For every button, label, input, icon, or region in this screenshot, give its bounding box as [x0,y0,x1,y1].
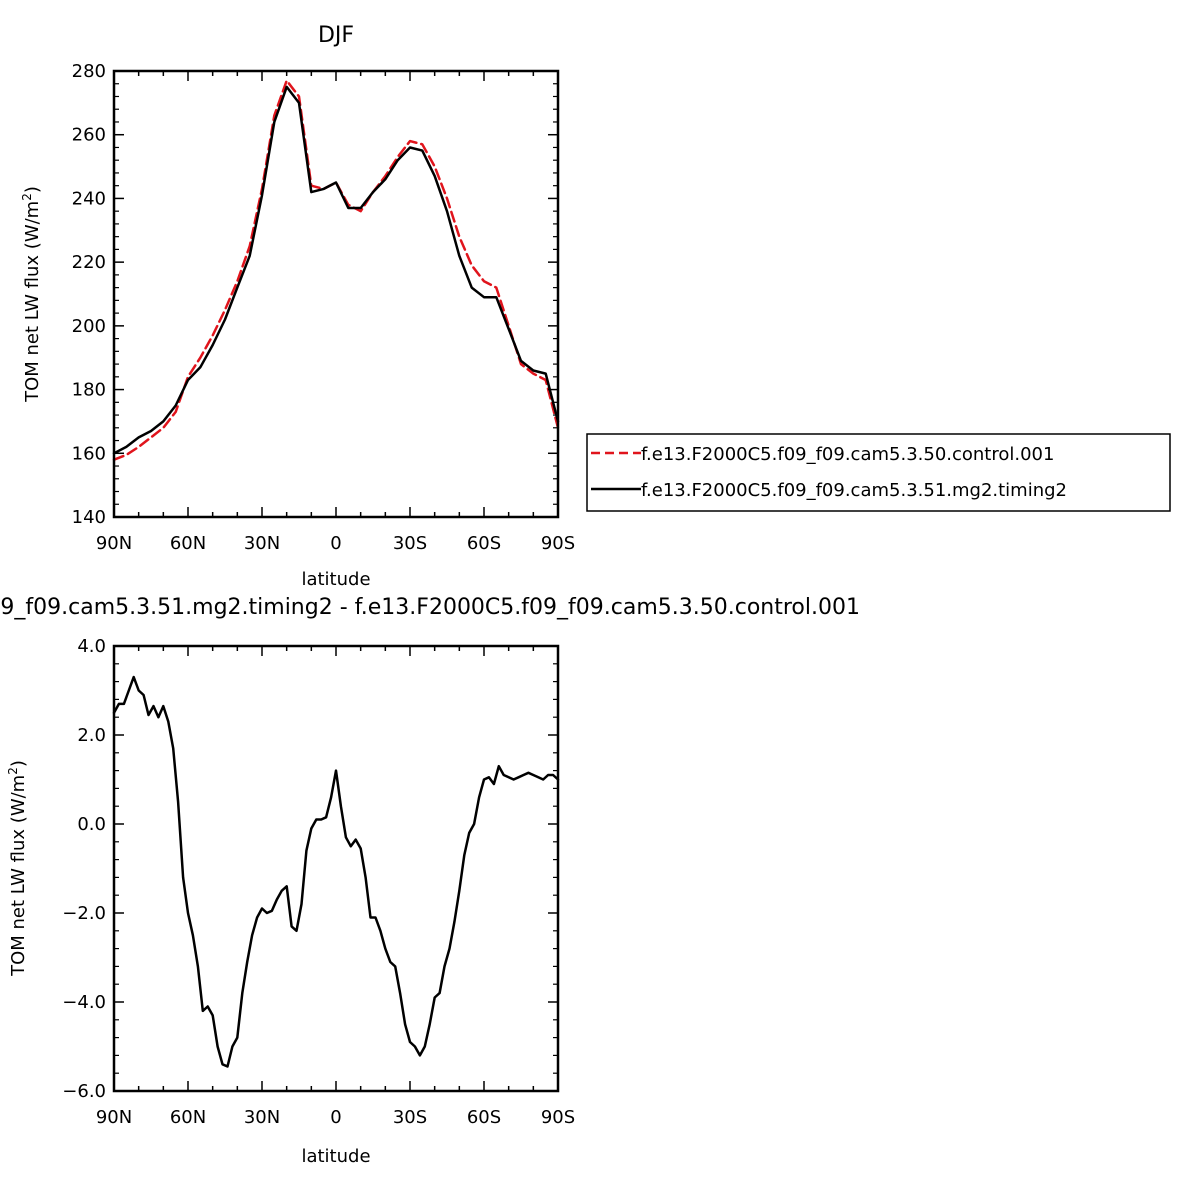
legend-box [586,433,1171,512]
x-tick-label: 0 [330,1107,341,1128]
x-tick-label: 30N [244,533,280,554]
legend-entry-control: f.e13.F2000C5.f09_f09.cam5.3.50.control.… [641,444,1054,465]
top-y-axis-label: TOM net LW flux (W/m2) [20,186,43,403]
bottom-plot-area [112,675,560,1068]
top-plot-frame [112,69,560,519]
y-tick-label: 180 [72,380,106,401]
bottom-x-axis-label: latitude [301,1146,370,1167]
x-tick-label: 60N [170,533,206,554]
bottom-ticks: 90N 60N 30N 0 30S 60S 90S −6.0 −4.0 −2.0 0.0 2.0 4.0 [62,636,575,1128]
x-tick-label: 30S [393,1107,427,1128]
y-tick-label: 4.0 [77,636,106,657]
x-tick-label: 90N [96,533,132,554]
series-line-0-0 [112,79,560,461]
top-panel: DJF 90N 60N 30N 0 30S 60S 90S 140 160 180 200 220 24… [20,23,575,590]
y-tick-label: 0.0 [77,814,106,835]
x-tick-label: 60S [467,533,501,554]
bottom-panel-title: f.e13.F2000C5.f09_f09.cam5.3.51.mg2.timi… [0,595,860,620]
top-x-axis-label: latitude [301,569,370,590]
y-tick-label: −4.0 [62,992,106,1013]
legend: f.e13.F2000C5.f09_f09.cam5.3.50.control.… [586,433,1171,512]
x-tick-label: 60S [467,1107,501,1128]
top-ticks: 90N 60N 30N 0 30S 60S 90S 140 160 180 200 220 240 260… [72,61,576,554]
y-tick-label: −6.0 [62,1081,106,1102]
x-tick-label: 0 [330,533,341,554]
bottom-plot-frame [112,644,560,1093]
y-tick-label: 200 [72,316,106,337]
y-tick-label: 2.0 [77,725,106,746]
y-tick-label: 220 [72,252,106,273]
x-tick-label: 30N [244,1107,280,1128]
y-tick-label: 280 [72,61,106,82]
series-line-1-0 [112,675,560,1068]
x-tick-label: 90S [541,533,575,554]
y-tick-label: −2.0 [62,903,106,924]
y-tick-label: 260 [72,125,106,146]
x-tick-label: 90S [541,1107,575,1128]
series-line-0-1 [112,85,560,455]
y-tick-label: 160 [72,443,106,464]
y-tick-label: 140 [72,507,106,528]
x-tick-label: 90N [96,1107,132,1128]
x-tick-label: 30S [393,533,427,554]
top-plot-area [112,79,560,461]
y-tick-label: 240 [72,188,106,209]
top-panel-title: DJF [318,23,354,48]
bottom-y-axis-label: TOM net LW flux (W/m2) [6,760,29,977]
bottom-panel: f.e13.F2000C5.f09_f09.cam5.3.51.mg2.timi… [0,595,860,1167]
x-tick-label: 60N [170,1107,206,1128]
legend-entry-timing2: f.e13.F2000C5.f09_f09.cam5.3.51.mg2.timi… [641,480,1067,501]
